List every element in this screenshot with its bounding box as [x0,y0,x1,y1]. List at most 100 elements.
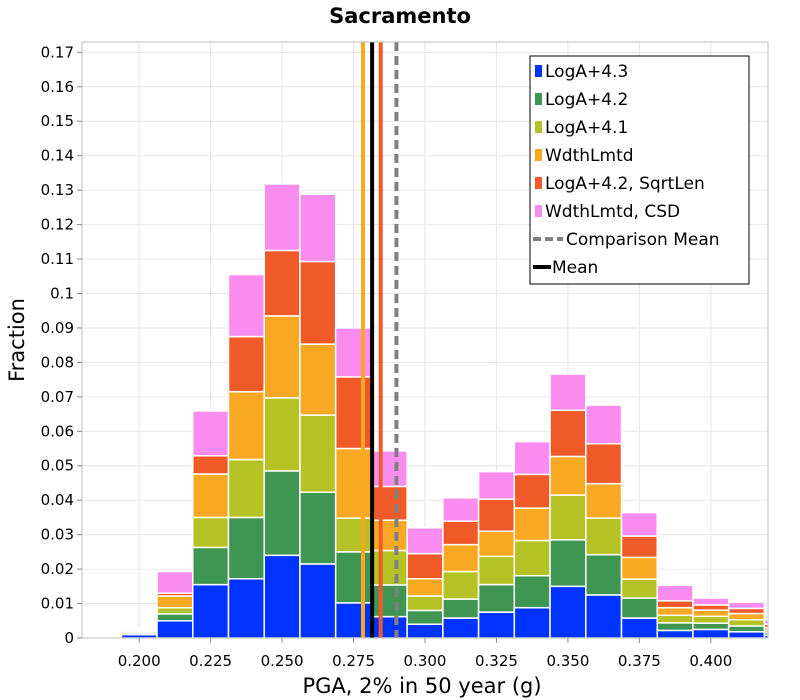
bar-segment [656,600,694,609]
bar-segment [692,604,730,611]
bar-segment [727,607,766,615]
bar-segment [585,404,623,445]
x-axis-ticks: 0.200 0.225 0.250 0.275 0.300 0.325 0.350 0.375… [118,638,732,670]
bar-segment [442,617,480,639]
bar-segment [406,595,444,612]
legend-label: Mean [552,258,598,278]
bar-segment [477,530,516,558]
bar-segment [156,620,194,639]
bar-segment [477,498,516,532]
bar-segment [549,409,587,458]
y-axis-ticks: 0 0.01 0.02 0.03 0.04 0.05 0.06 0.07 0.08 0.09 0.1… [41,43,82,647]
bar-segment [334,551,373,604]
bars [84,183,769,639]
bar-segment [192,516,230,549]
y-tick-label: 0.12 [41,216,74,234]
y-tick-label: 0.03 [41,526,74,544]
bar-segment [299,193,337,263]
legend-label: LogA+4.1 [545,118,628,138]
bar-segment [763,618,769,625]
bar-segment [263,554,301,639]
y-tick-label: 0.04 [41,491,74,509]
bar-segment [192,546,230,586]
bar-segment [299,343,337,416]
y-tick-label: 0.15 [41,112,74,130]
bar-segment [513,606,551,639]
x-tick-label: 0.225 [189,652,232,670]
bar-segment [549,585,587,639]
bar-segment [549,494,587,541]
bar-segment [442,520,480,546]
bar-segment [585,553,623,596]
bar-segment [477,611,516,639]
bar-segment [442,497,480,522]
bar-segment [549,455,587,496]
bar-segment [513,440,551,476]
bar-segment [656,584,694,602]
legend-swatch [535,121,542,133]
bar-segment [727,631,766,639]
bar-segment [263,470,301,557]
bar-segment [620,597,658,619]
bar-segment [620,511,658,537]
bar-segment [227,577,265,639]
bar-segment [406,623,444,639]
bar-segment [442,570,480,600]
bar-segment [513,539,551,577]
legend-swatch [535,177,542,189]
bar-segment [227,273,265,338]
y-tick-label: 0.1 [50,284,74,302]
y-tick-label: 0.17 [41,43,74,61]
bar-segment [585,517,623,556]
bar-segment [656,622,694,632]
y-tick-label: 0.16 [41,78,74,96]
bar-segment [727,618,766,627]
x-tick-label: 0.350 [546,652,589,670]
bar-segment [192,473,230,519]
bar-segment [585,594,623,639]
bar-segment [192,455,230,475]
x-tick-label: 0.300 [404,652,447,670]
bar-segment [227,458,265,519]
bar-segment [370,485,408,521]
bar-segment [156,570,194,594]
bar-segment [299,260,337,345]
bar-segment [406,527,444,555]
bar-segment [692,622,730,631]
bar-segment [656,629,694,639]
legend-label: WdthLmtd [545,146,634,166]
y-tick-label: 0.08 [41,353,74,371]
bar-segment [406,609,444,625]
bar-segment [370,519,408,552]
y-tick-label: 0.02 [41,560,74,578]
bar-segment [263,249,301,317]
bar-segment [84,634,123,637]
x-tick-label: 0.200 [118,652,161,670]
y-tick-label: 0 [64,629,74,647]
bar-segment [442,543,480,573]
bar-segment [692,597,730,606]
y-tick-label: 0.14 [41,147,74,165]
bar-segment [299,414,337,494]
bar-segment [406,577,444,597]
bar-segment [549,539,587,588]
bar-segment [620,578,658,599]
bar-segment [192,583,230,639]
bar-segment [727,625,766,633]
bar-segment [585,442,623,485]
y-tick-label: 0.01 [41,595,74,613]
bar-segment [620,556,658,580]
bar-segment [370,615,408,639]
bar-segment [477,583,516,613]
legend-label: LogA+4.3 [545,62,628,82]
bar-segment [727,612,766,621]
legend-label: WdthLmtd, CSD [545,202,680,222]
bar-segment [620,535,658,559]
bar-segment [585,482,623,519]
bar-segment [370,584,408,618]
bar-segment [513,507,551,542]
legend-swatch [535,149,542,161]
x-tick-label: 0.375 [618,652,661,670]
bar-segment [442,598,480,619]
bar-segment [120,626,158,630]
